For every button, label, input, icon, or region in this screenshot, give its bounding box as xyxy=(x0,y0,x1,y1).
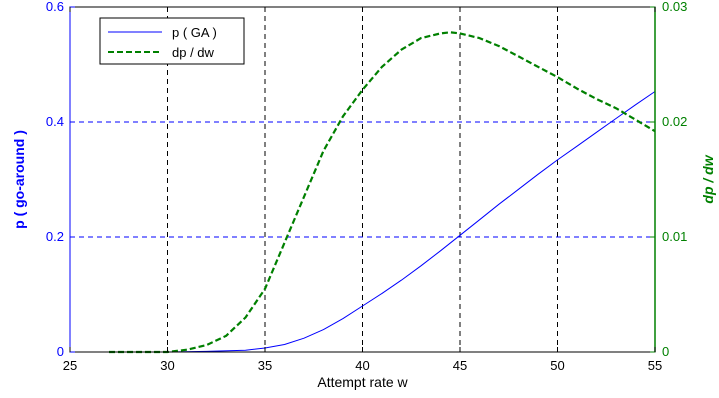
right-y-tick-label: 0.03 xyxy=(662,0,687,14)
x-tick-label: 40 xyxy=(355,358,369,373)
x-axis-label: Attempt rate w xyxy=(317,374,408,390)
right-y-tick-label: 0 xyxy=(662,344,669,359)
right-y-tick-label: 0.02 xyxy=(662,114,687,129)
x-tick-label: 55 xyxy=(648,358,662,373)
legend: p ( GA ) dp / dw xyxy=(99,17,245,65)
x-axis: 25 30 35 40 45 50 55 xyxy=(63,7,662,373)
legend-label-dp-dw: dp / dw xyxy=(172,45,215,60)
right-y-axis: 0 0.01 0.02 0.03 xyxy=(650,0,687,359)
x-tick-label: 50 xyxy=(550,358,564,373)
x-tick-label: 30 xyxy=(160,358,174,373)
right-y-axis-label: dp / dw xyxy=(700,154,716,203)
x-tick-label: 25 xyxy=(63,358,77,373)
series-line-1 xyxy=(109,31,656,354)
x-tick-label: 35 xyxy=(258,358,272,373)
right-y-tick-label: 0.01 xyxy=(662,229,687,244)
legend-box xyxy=(99,17,245,65)
left-y-axis: 0 0.2 0.4 0.6 xyxy=(46,0,75,359)
x-tick-label: 45 xyxy=(453,358,467,373)
left-y-tick-label: 0.6 xyxy=(46,0,64,14)
left-y-tick-label: 0.4 xyxy=(46,114,64,129)
left-y-tick-label: 0 xyxy=(57,344,64,359)
left-y-axis-label: p ( go-around ) xyxy=(11,130,27,229)
legend-label-p-ga: p ( GA ) xyxy=(172,25,217,40)
left-y-tick-label: 0.2 xyxy=(46,229,64,244)
